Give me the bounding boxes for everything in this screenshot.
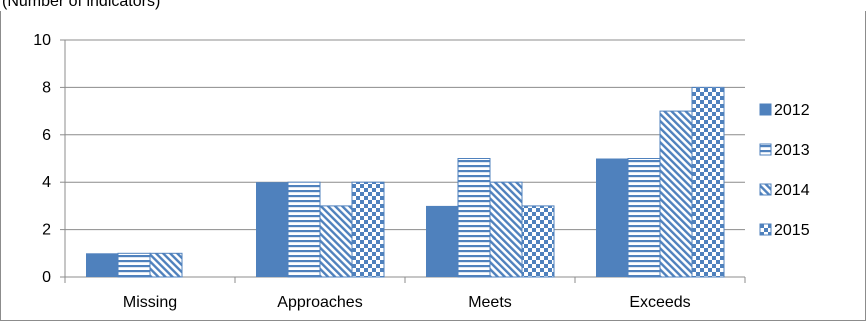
legend-label-2013: 2013 <box>774 142 810 159</box>
y-tick-label: 0 <box>42 269 51 286</box>
bar-exceeds-2014 <box>659 110 693 278</box>
x-category-label: Meets <box>468 294 512 311</box>
chart-frame <box>0 11 866 321</box>
y-tick-label: 4 <box>42 174 51 191</box>
legend-swatch-2012 <box>759 103 772 116</box>
y-tick-label: 10 <box>33 32 51 49</box>
bar-meets-2012 <box>426 205 458 277</box>
bar-approaches-2014 <box>319 205 353 278</box>
bar-missing-2014 <box>149 252 183 278</box>
bar-approaches-2015 <box>351 181 385 278</box>
bar-missing-2013 <box>117 252 151 278</box>
y-tick-label: 6 <box>42 127 51 144</box>
y-tick-label: 2 <box>42 222 51 239</box>
bar-meets-2013 <box>457 158 491 278</box>
bar-missing-2012 <box>86 253 118 277</box>
x-category-label: Exceeds <box>629 294 690 311</box>
legend-swatch-2015 <box>759 223 772 236</box>
legend-swatch-2013 <box>759 143 772 156</box>
bar-approaches-2013 <box>287 181 321 278</box>
bar-exceeds-2013 <box>627 158 661 278</box>
legend-label-2012: 2012 <box>774 102 810 119</box>
x-category-label: Approaches <box>277 294 362 311</box>
y-tick-label: 8 <box>42 79 51 96</box>
bar-meets-2014 <box>489 181 523 278</box>
bar-exceeds-2015 <box>691 86 725 278</box>
legend-label-2014: 2014 <box>774 182 810 199</box>
legend-label-2015: 2015 <box>774 222 810 239</box>
bar-exceeds-2012 <box>596 158 628 277</box>
legend-swatch-2014 <box>759 183 772 196</box>
x-category-label: Missing <box>123 294 177 311</box>
bar-meets-2015 <box>521 205 555 278</box>
chart-subtitle: (Number of indicators) <box>2 0 161 10</box>
bar-approaches-2012 <box>256 182 288 277</box>
